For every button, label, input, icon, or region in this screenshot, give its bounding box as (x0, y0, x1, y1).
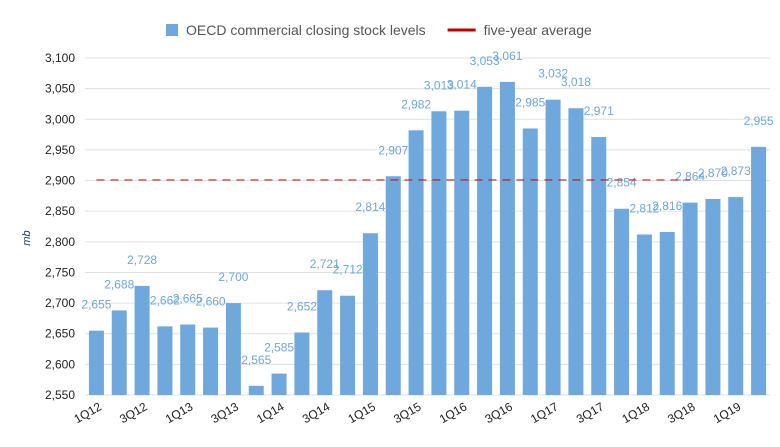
bar (248, 385, 264, 395)
y-tick-label: 2,700 (45, 296, 75, 310)
bar (225, 303, 241, 395)
bar (294, 332, 310, 395)
data-label: 3,014 (447, 78, 477, 92)
data-label: 2,700 (218, 270, 248, 284)
data-label: 2,655 (81, 298, 111, 312)
y-tick-label: 2,900 (45, 174, 75, 188)
legend-swatch (166, 24, 178, 36)
data-label: 2,873 (721, 164, 751, 178)
bar (659, 232, 675, 395)
data-label: 2,812 (629, 201, 659, 215)
bar (522, 128, 538, 396)
data-label: 2,870 (698, 166, 728, 180)
bar (385, 176, 401, 395)
bar (568, 108, 584, 395)
data-label: 2,907 (378, 143, 408, 157)
x-tick-label: 1Q13 (163, 399, 196, 426)
y-tick-label: 2,550 (45, 388, 75, 402)
bar (271, 373, 287, 395)
data-label: 2,728 (127, 253, 157, 267)
data-label: 2,721 (310, 257, 340, 271)
bar (545, 99, 561, 395)
data-label: 3,053 (470, 54, 500, 68)
bar (203, 327, 219, 395)
data-label: 2,864 (675, 170, 705, 184)
bar (591, 137, 607, 396)
y-tick-label: 2,850 (45, 204, 75, 218)
y-tick-label: 3,000 (45, 112, 75, 126)
data-label: 2,971 (584, 104, 614, 118)
bar (751, 146, 767, 395)
bar (111, 310, 127, 395)
y-tick-label: 2,750 (45, 265, 75, 279)
x-tick-label: 1Q18 (619, 399, 652, 426)
x-tick-label: 3Q13 (208, 399, 241, 426)
bar (682, 202, 698, 395)
legend-label: five-year average (484, 22, 592, 38)
data-label: 2,688 (104, 277, 134, 291)
y-tick-label: 3,050 (45, 82, 75, 96)
data-label: 2,985 (515, 95, 545, 109)
bar (499, 81, 515, 395)
x-tick-label: 3Q17 (574, 399, 607, 426)
bar (636, 234, 652, 395)
y-tick-label: 2,950 (45, 143, 75, 157)
data-label: 3,032 (538, 67, 568, 81)
y-tick-label: 2,600 (45, 357, 75, 371)
y-tick-label: 2,800 (45, 235, 75, 249)
bar (362, 233, 378, 395)
bar (431, 111, 447, 395)
y-tick-label: 2,650 (45, 327, 75, 341)
bar (454, 110, 470, 395)
bar (340, 295, 356, 395)
data-label: 2,816 (652, 199, 682, 213)
bar (614, 208, 630, 395)
data-label: 3,013 (424, 78, 454, 92)
bar (88, 330, 104, 395)
y-axis-label: mb (21, 230, 33, 245)
data-label: 2,585 (264, 341, 294, 355)
data-label: 2,665 (173, 292, 203, 306)
x-tick-label: 3Q16 (482, 399, 515, 426)
legend-label: OECD commercial closing stock levels (186, 22, 426, 38)
bar (134, 285, 150, 395)
x-tick-label: 3Q12 (117, 399, 150, 426)
x-tick-label: 1Q16 (437, 399, 470, 426)
bar (477, 86, 493, 395)
data-label: 2,982 (401, 97, 431, 111)
x-tick-label: 1Q15 (345, 399, 378, 426)
bar (705, 198, 721, 395)
x-tick-label: 1Q14 (254, 399, 287, 426)
bar (317, 290, 333, 395)
data-label: 3,018 (561, 75, 591, 89)
data-label: 2,712 (333, 263, 363, 277)
data-label: 2,955 (744, 114, 774, 128)
bar (728, 197, 744, 395)
x-tick-label: 3Q15 (391, 399, 424, 426)
data-label: 2,662 (150, 293, 180, 307)
x-tick-label: 1Q19 (711, 399, 744, 426)
data-label: 2,652 (287, 300, 317, 314)
bar (408, 130, 424, 395)
data-label: 2,565 (241, 353, 271, 367)
x-tick-label: 1Q17 (528, 399, 561, 426)
bar (180, 324, 196, 395)
data-label: 2,854 (607, 176, 637, 190)
x-tick-label: 1Q12 (71, 399, 104, 426)
bar (157, 326, 173, 395)
data-label: 2,814 (355, 200, 385, 214)
x-tick-label: 3Q18 (665, 399, 698, 426)
y-tick-label: 3,100 (45, 51, 75, 65)
data-label: 3,061 (492, 49, 522, 63)
x-tick-label: 3Q14 (300, 399, 333, 426)
data-label: 2,660 (196, 295, 226, 309)
